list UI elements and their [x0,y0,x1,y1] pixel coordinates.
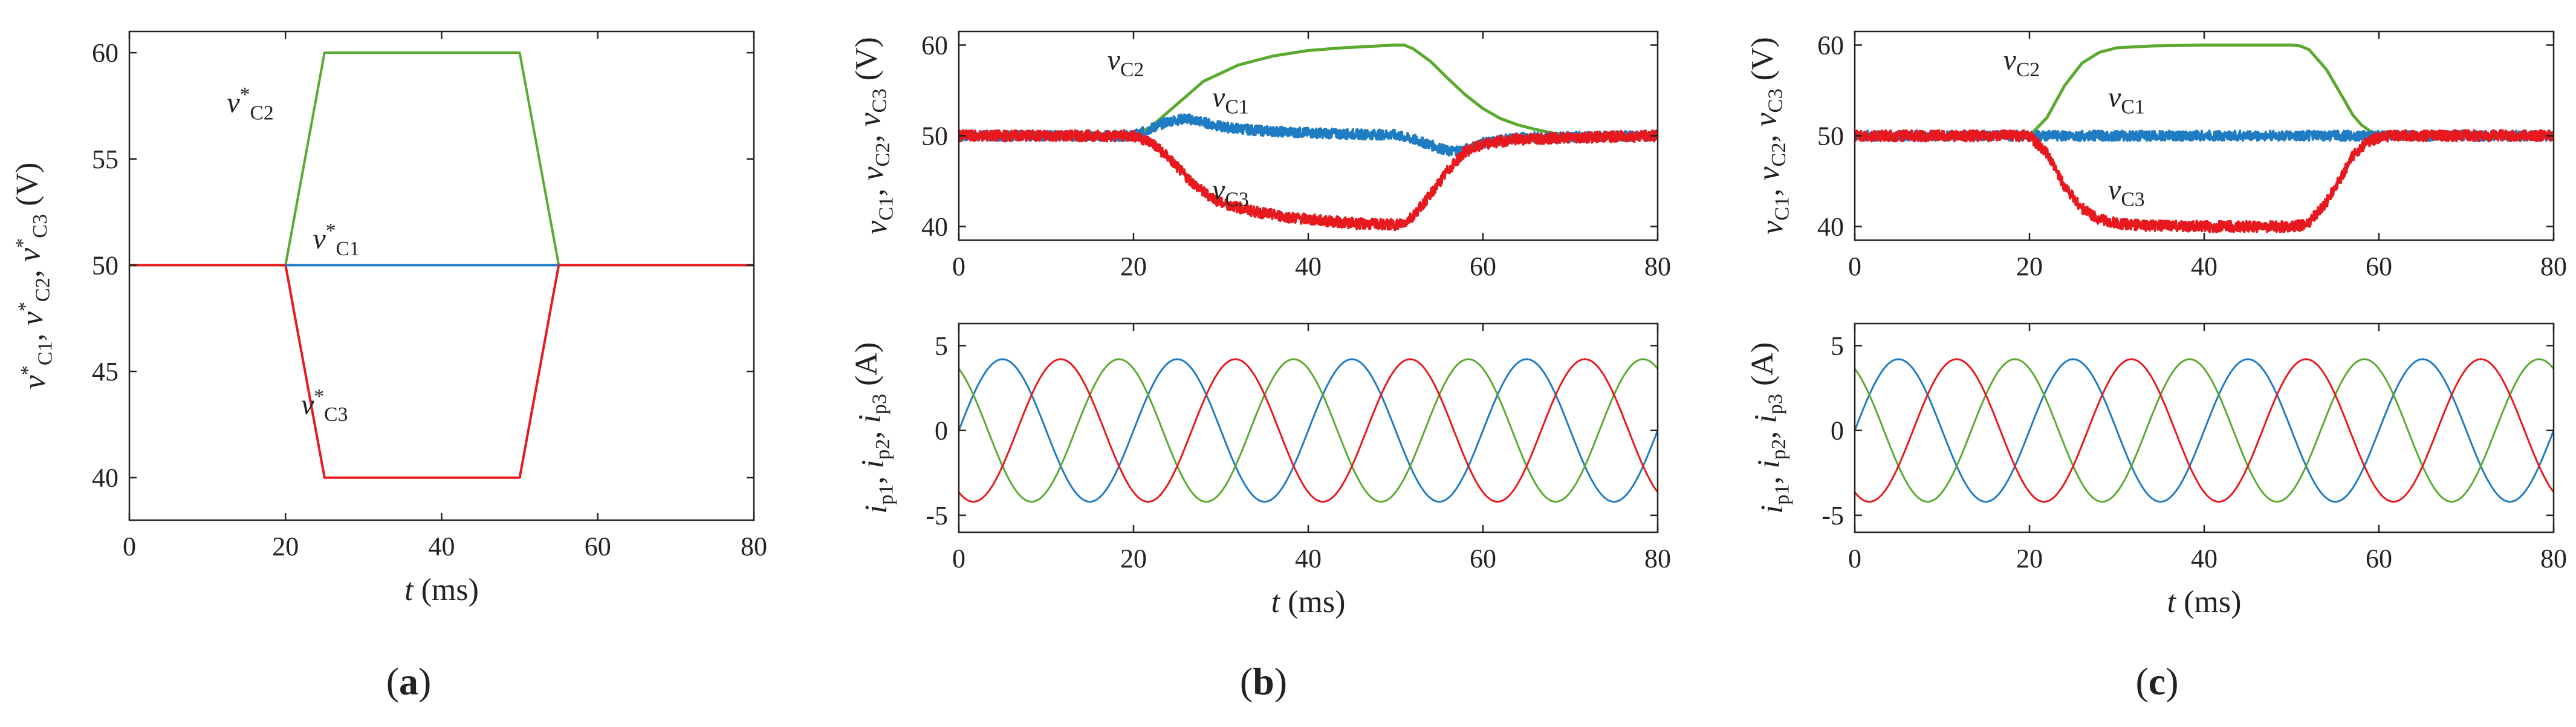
x-tick-label: 0 [952,544,965,573]
series-vc3 [1855,129,2554,233]
series-annotation: vC1 [2108,82,2145,119]
y-tick-label: 40 [92,463,118,493]
plot-b-1: 0 20 40 60 80 40 50 60 vC1​, vC2​, vC3​ (V) vC2 vC… [849,31,1671,282]
panel-caption-b: (b) [1240,660,1287,703]
x-tick-label: 0 [952,252,965,281]
series-group [959,44,1658,232]
series-ip2 [959,358,1658,503]
y-tick-label: 60 [92,38,118,68]
series-annotation: v*C2 [227,83,273,124]
y-tick-label: 5 [935,331,948,360]
series-annotation: vC3 [1212,174,1249,211]
y-axis-label: v*C1​, v*C2​, v*C3​ (V) [10,163,57,390]
series-ip1 [959,358,1658,503]
x-tick-label: 80 [1644,544,1671,573]
series-vstarc3 [129,264,754,479]
series-group [1855,44,2554,233]
x-tick-label: 20 [2016,252,2043,281]
plot-frame [128,30,755,521]
series-vstarc2 [129,51,754,267]
y-tick-label: 5 [1831,331,1844,360]
x-tick-label: 80 [2540,252,2567,281]
series-group [959,358,1658,503]
y-tick-label: 0 [935,416,948,446]
series-ip3 [959,358,1658,503]
panel-caption-a: (a) [386,660,432,703]
x-tick-label: 40 [429,532,455,561]
x-tick-label: 40 [2191,544,2218,573]
x-tick-label: 0 [123,532,136,561]
x-tick-label: 80 [1644,252,1671,281]
x-tick-label: 60 [1470,544,1496,573]
series-vc3 [959,129,1658,232]
y-tick-label: 60 [1817,31,1844,60]
y-tick-label: 50 [92,250,118,280]
x-tick-label: 0 [1848,544,1861,573]
series-annotation: vC2 [1108,44,1144,81]
y-tick-label: 60 [921,31,948,60]
series-vc2 [959,44,1658,137]
x-axis-label: t (ms) [404,573,479,607]
y-tick-label: -5 [1822,501,1844,530]
series-ip2 [1855,358,2554,503]
series-annotation: vC1 [1212,82,1249,119]
y-axis-label: vC1​, vC2​, vC3​ (V) [849,37,897,235]
panel-caption-c: (c) [2135,660,2178,703]
y-tick-label: 40 [1817,212,1844,242]
series-ip3 [1855,358,2554,503]
x-tick-label: 20 [1120,252,1147,281]
x-tick-label: 0 [1848,252,1861,281]
x-tick-label: 60 [1470,252,1496,281]
series-annotation: v*C1 [313,220,359,260]
plot-c-1: 0 20 40 60 80 40 50 60 vC1​, vC2​, vC3​ (V) vC2 vC… [1745,31,2567,282]
x-axis-label: t (ms) [1271,585,1346,619]
series-annotation: vC2 [2003,44,2040,81]
y-tick-label: 50 [921,122,948,151]
x-tick-label: 40 [1295,252,1322,281]
y-tick-label: 50 [1817,122,1844,151]
x-tick-label: 60 [2366,252,2392,281]
x-tick-label: 60 [2366,544,2392,573]
x-tick-label: 20 [2016,544,2043,573]
series-vc2 [1855,44,2554,137]
plot-a-1: 0 20 40 60 80 40 45 50 55 60 t (ms) v*C1​, v*C2​, v… [10,30,767,607]
y-tick-label: 0 [1831,416,1844,446]
x-tick-label: 20 [1120,544,1147,573]
x-tick-label: 80 [2540,544,2567,573]
x-tick-label: 20 [272,532,299,561]
series-annotation: vC3 [2108,174,2145,211]
series-group [129,51,754,479]
y-tick-label: 55 [92,145,118,174]
y-axis-label: ip1​, ip2​, ip3​ (A) [1745,342,1793,513]
y-axis-label: ip1​, ip2​, ip3​ (A) [849,342,897,513]
y-tick-label: -5 [926,501,948,530]
x-tick-label: 40 [2191,252,2218,281]
y-tick-label: 40 [921,212,948,242]
series-group [1855,358,2554,503]
series-annotation: v*C3 [301,385,348,426]
x-tick-label: 40 [1295,544,1322,573]
x-tick-label: 80 [741,532,767,561]
x-tick-label: 60 [585,532,611,561]
y-axis-label: vC1​, vC2​, vC3​ (V) [1745,37,1793,235]
y-tick-label: 45 [92,357,118,386]
series-ip1 [1855,358,2554,503]
x-axis-label: t (ms) [2167,585,2242,619]
